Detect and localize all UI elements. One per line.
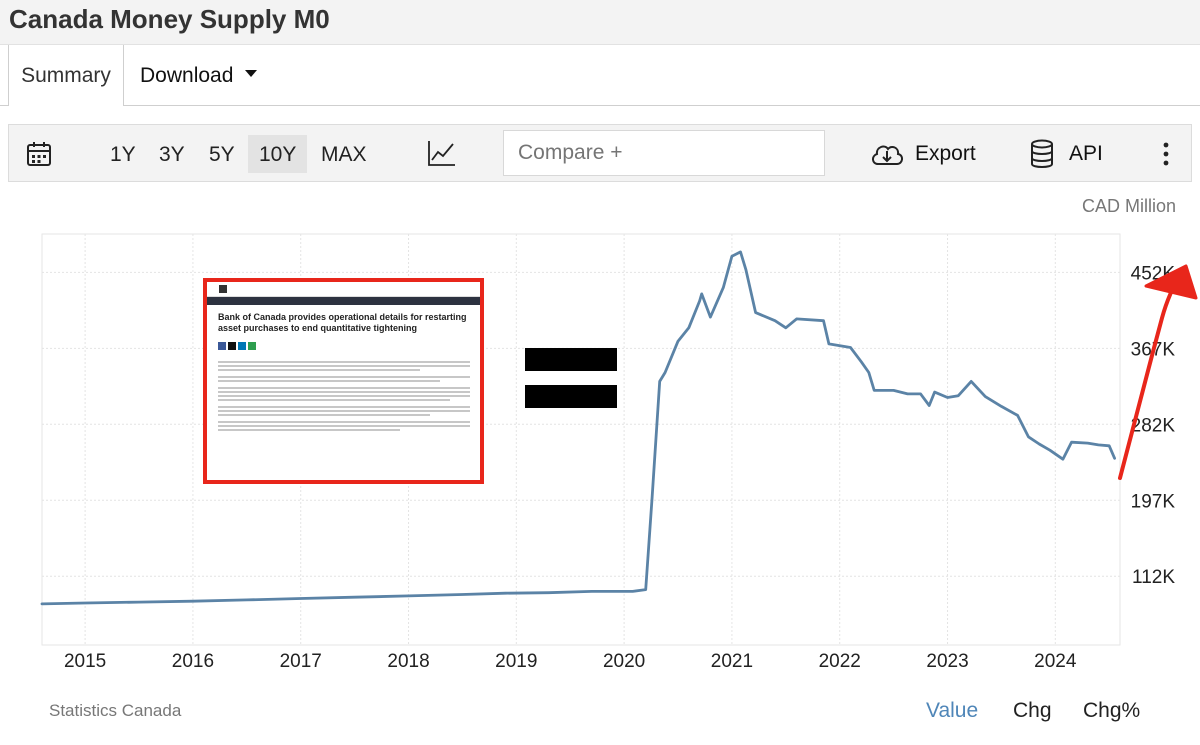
text-line (218, 369, 420, 371)
range-1y-button[interactable]: 1Y (110, 143, 136, 166)
range-max-button[interactable]: MAX (321, 143, 367, 166)
bank-logo-icon (219, 285, 227, 293)
x-tick-label: 2015 (64, 651, 106, 672)
text-line (218, 361, 470, 363)
range-3y-button[interactable]: 3Y (159, 143, 185, 166)
text-line (218, 429, 400, 431)
facebook-icon (218, 342, 226, 350)
source-label: Statistics Canada (49, 701, 182, 720)
text-line (218, 387, 470, 389)
more-vertical-icon[interactable] (1161, 142, 1171, 166)
text-line (218, 406, 470, 408)
x-tick-label: 2022 (819, 651, 861, 672)
annotation-arrow-head (1144, 264, 1198, 300)
annotation-arrow-shaft (1118, 270, 1183, 480)
range-10y-button[interactable]: 10Y (248, 135, 308, 173)
x-tick-label: 2023 (926, 651, 968, 672)
plot-border (41, 233, 1121, 646)
x-tick-label: 2024 (1034, 651, 1077, 672)
mode-chg-pct-button[interactable]: Chg% (1083, 699, 1141, 722)
calendar-icon[interactable] (25, 140, 53, 168)
x-tick-label: 2018 (387, 651, 429, 672)
y-tick-label: 112K (1132, 567, 1175, 588)
y-tick-label: 282K (1131, 415, 1176, 436)
tab-download[interactable]: Download (140, 45, 258, 105)
x-tick-label: 2017 (280, 651, 322, 672)
text-line (218, 380, 440, 382)
chart-toolbar: 1Y 3Y 5Y 10Y MAX Export API (8, 124, 1192, 182)
news-headline: Bank of Canada provides operational deta… (218, 312, 467, 333)
x-tick-label: 2016 (172, 651, 214, 672)
mode-chg-button[interactable]: Chg (1013, 699, 1052, 722)
linkedin-icon (238, 342, 246, 350)
x-tick-label: 2020 (603, 651, 645, 672)
mode-value-button[interactable]: Value (926, 699, 979, 722)
news-nav-bar (207, 297, 480, 305)
y-tick-label: 197K (1131, 491, 1176, 512)
x-tick-label: 2021 (711, 651, 753, 672)
tab-bar: Summary Download (0, 45, 1200, 106)
title-bar: Canada Money Supply M0 (0, 0, 1200, 45)
text-line (218, 365, 470, 367)
equals-sign-bottom (525, 385, 617, 408)
series-line (40, 250, 1116, 606)
share-icons (218, 337, 480, 355)
page-title: Canada Money Supply M0 (9, 4, 330, 34)
tab-summary[interactable]: Summary (8, 45, 124, 106)
line-chart-icon[interactable] (427, 139, 457, 167)
x-tick-label: 2019 (495, 651, 537, 672)
news-article-screenshot: Bank of Canada provides operational deta… (203, 278, 484, 484)
export-button[interactable]: Export (915, 142, 976, 165)
email-icon (248, 342, 256, 350)
text-line (218, 391, 470, 393)
cloud-download-icon[interactable] (869, 140, 905, 168)
caret-down-icon (245, 69, 258, 77)
text-line (218, 410, 470, 412)
text-line (218, 421, 470, 423)
news-site-header (207, 282, 480, 297)
text-line (218, 395, 470, 397)
database-icon[interactable] (1029, 139, 1055, 169)
range-5y-button[interactable]: 5Y (209, 143, 235, 166)
equals-sign-top (525, 348, 617, 371)
api-button[interactable]: API (1069, 142, 1103, 165)
text-line (218, 376, 470, 378)
text-line (218, 414, 430, 416)
compare-input[interactable] (503, 130, 825, 176)
text-line (218, 425, 470, 427)
unit-label: CAD Million (1081, 196, 1176, 216)
text-line (218, 399, 450, 401)
tab-download-label: Download (140, 64, 234, 87)
x-icon (228, 342, 236, 350)
